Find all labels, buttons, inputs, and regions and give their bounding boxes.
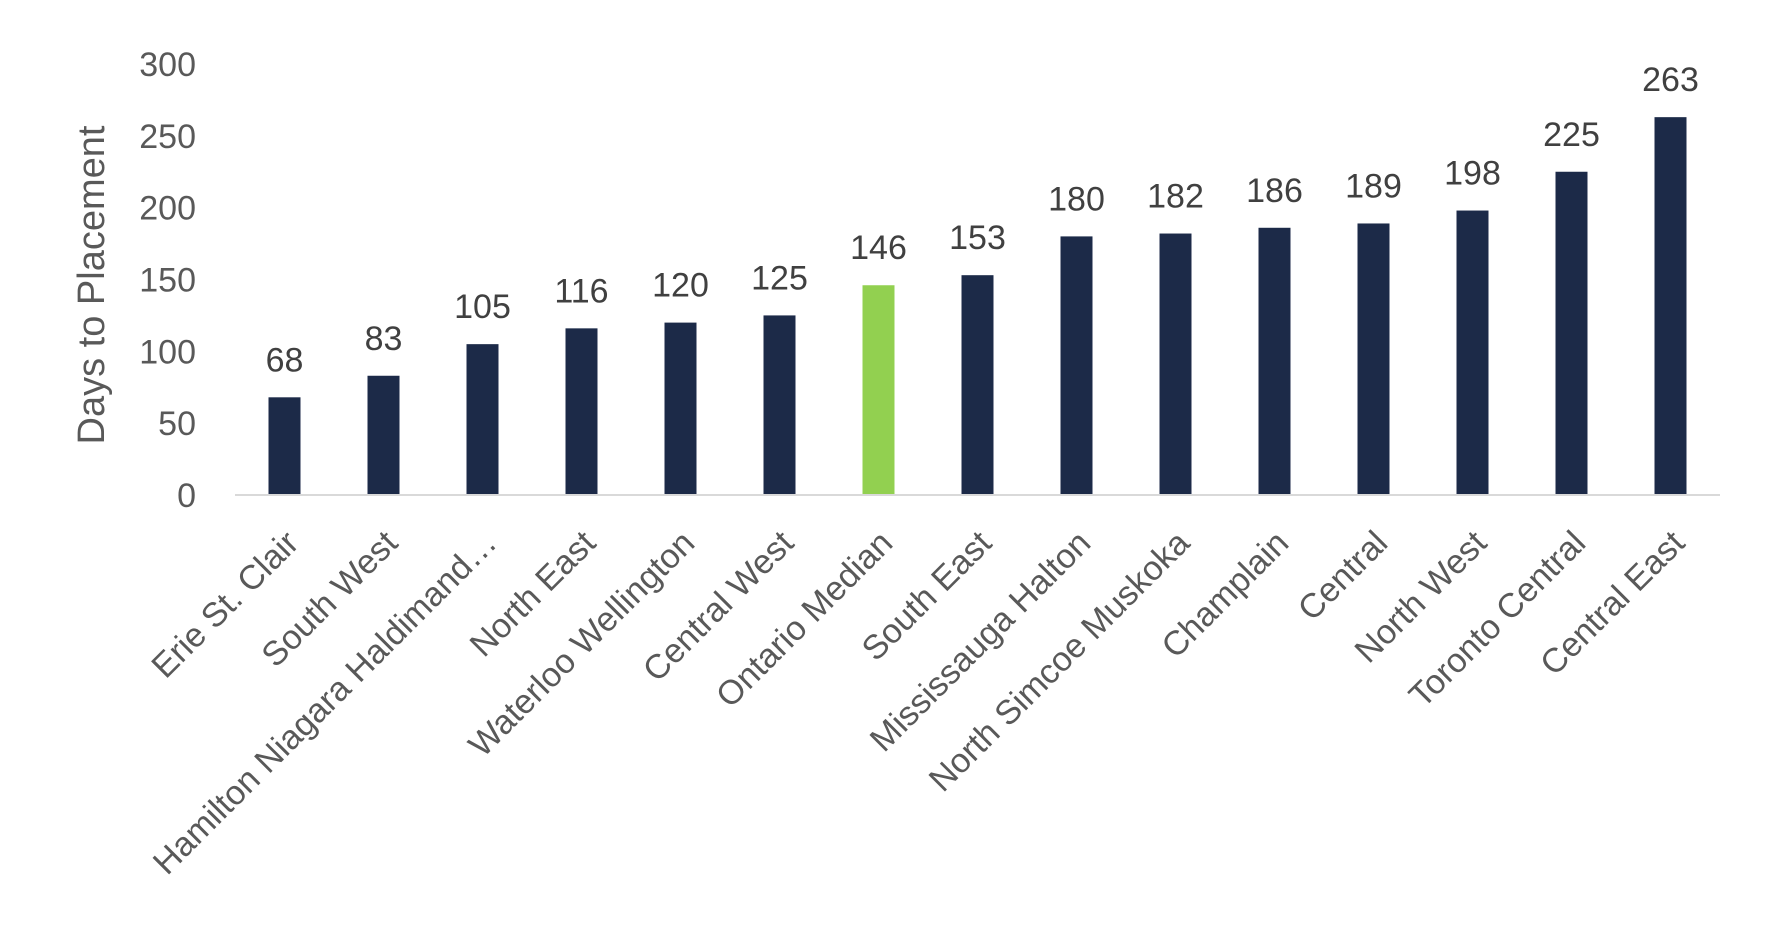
bar [1654, 117, 1687, 495]
bar [565, 328, 598, 495]
y-tick-label: 250 [139, 118, 196, 156]
bar [862, 285, 895, 495]
bar [268, 397, 301, 495]
bar [664, 322, 697, 495]
data-label: 189 [1345, 167, 1402, 205]
bar [1258, 227, 1291, 495]
data-label: 198 [1444, 155, 1501, 193]
y-tick-label: 150 [139, 262, 196, 300]
bar [1060, 236, 1093, 495]
data-label: 116 [554, 272, 608, 310]
data-label: 153 [949, 219, 1006, 257]
y-axis-ticks: 0 50 100 150 200 250 300 [139, 46, 196, 515]
y-tick-label: 200 [139, 190, 196, 228]
category-label: Ontario Median [709, 524, 900, 715]
bar [961, 275, 994, 495]
data-label: 186 [1246, 172, 1303, 210]
bars [268, 117, 1687, 496]
data-label: 180 [1048, 180, 1105, 218]
data-label: 120 [652, 267, 709, 305]
bar [1456, 210, 1489, 496]
data-label: 105 [454, 288, 511, 326]
data-label: 182 [1147, 178, 1204, 216]
data-labels: 68 83 105 116 120 125 146 153 180 182 186 189 198 225… [266, 61, 1699, 379]
data-label: 225 [1543, 116, 1600, 154]
bar [1357, 223, 1390, 495]
y-axis-title: Days to Placement [71, 125, 113, 444]
category-label: Toronto Central [1402, 524, 1593, 715]
bar [466, 344, 499, 495]
bar [763, 315, 796, 495]
data-label: 146 [850, 229, 907, 267]
y-tick-label: 50 [158, 405, 196, 443]
y-tick-label: 300 [139, 46, 196, 84]
data-label: 263 [1642, 61, 1699, 99]
bar [1159, 233, 1192, 495]
data-label: 68 [266, 341, 304, 379]
y-tick-label: 100 [139, 333, 196, 371]
bar [367, 375, 400, 495]
y-tick-label: 0 [177, 477, 196, 515]
bar [1555, 171, 1588, 495]
data-label: 83 [365, 320, 403, 358]
data-label: 125 [751, 259, 808, 297]
